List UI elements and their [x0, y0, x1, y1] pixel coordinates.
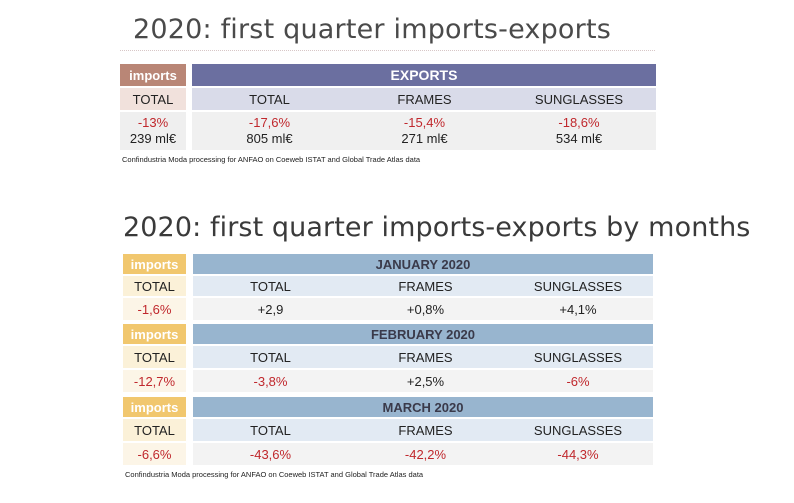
col-header-sunglasses: SUNGLASSES [503, 419, 653, 441]
col-header-exports-total: TOTAL [193, 276, 348, 296]
value-frames: -15,4% 271 ml€ [347, 112, 502, 150]
value-sunglasses: -44,3% [503, 443, 653, 465]
imports-header: imports [123, 324, 186, 344]
col-header-exports-total: TOTAL [193, 419, 348, 441]
month-header: JANUARY 2020 [193, 254, 653, 274]
value-frames: +2,5% [348, 370, 503, 392]
month-header: FEBRUARY 2020 [193, 324, 653, 344]
value-imports-total: -1,6% [123, 298, 186, 320]
value-frames: -42,2% [348, 443, 503, 465]
value-frames: +0,8% [348, 298, 503, 320]
value-exports-total: -3,8% [193, 370, 348, 392]
col-header-sunglasses: SUNGLASSES [503, 276, 653, 296]
exports-header: EXPORTS [192, 64, 656, 86]
source-note: Confindustria Moda processing for ANFAO … [122, 155, 421, 164]
value-imports-total: -6,6% [123, 443, 186, 465]
col-header-imports-total: TOTAL [123, 346, 186, 368]
col-header-sunglasses: SUNGLASSES [503, 346, 653, 368]
month-header: MARCH 2020 [193, 397, 653, 417]
pct-value: -18,6% [558, 115, 600, 130]
col-header-frames: FRAMES [348, 419, 503, 441]
value-sunglasses: -6% [503, 370, 653, 392]
value-exports-total: +2,9 [193, 298, 348, 320]
pct-value: -13% [137, 115, 169, 130]
amount-value: 534 ml€ [555, 131, 603, 146]
col-header-imports-total: TOTAL [123, 276, 186, 296]
value-exports-total: -17,6% 805 ml€ [192, 112, 347, 150]
pct-value: -17,6% [248, 115, 291, 130]
value-imports-total: -12,7% [123, 370, 186, 392]
imports-header: imports [123, 397, 186, 417]
col-header-frames: FRAMES [347, 88, 502, 110]
col-header-frames: FRAMES [348, 276, 503, 296]
imports-header: imports [120, 64, 186, 86]
col-header-exports-total: TOTAL [193, 346, 348, 368]
value-sunglasses: -18,6% 534 ml€ [502, 112, 656, 150]
col-header-frames: FRAMES [348, 346, 503, 368]
amount-value: 271 ml€ [401, 131, 448, 146]
col-header-imports-total: TOTAL [123, 419, 186, 441]
amount-value: 239 ml€ [129, 131, 177, 146]
source-note: Confindustria Moda processing for ANFAO … [125, 470, 424, 479]
value-imports-total: -13% 239 ml€ [120, 112, 186, 150]
page-title-months: 2020: first quarter imports-exports by m… [123, 212, 751, 243]
title-divider [120, 50, 655, 52]
pct-value: -15,4% [403, 115, 446, 130]
col-header-exports-total: TOTAL [192, 88, 347, 110]
value-exports-total: -43,6% [193, 443, 348, 465]
imports-header: imports [123, 254, 186, 274]
col-header-sunglasses: SUNGLASSES [502, 88, 656, 110]
value-sunglasses: +4,1% [503, 298, 653, 320]
amount-value: 805 ml€ [246, 131, 293, 146]
col-header-imports-total: TOTAL [120, 88, 186, 110]
page-title-quarter: 2020: first quarter imports-exports [133, 14, 611, 45]
